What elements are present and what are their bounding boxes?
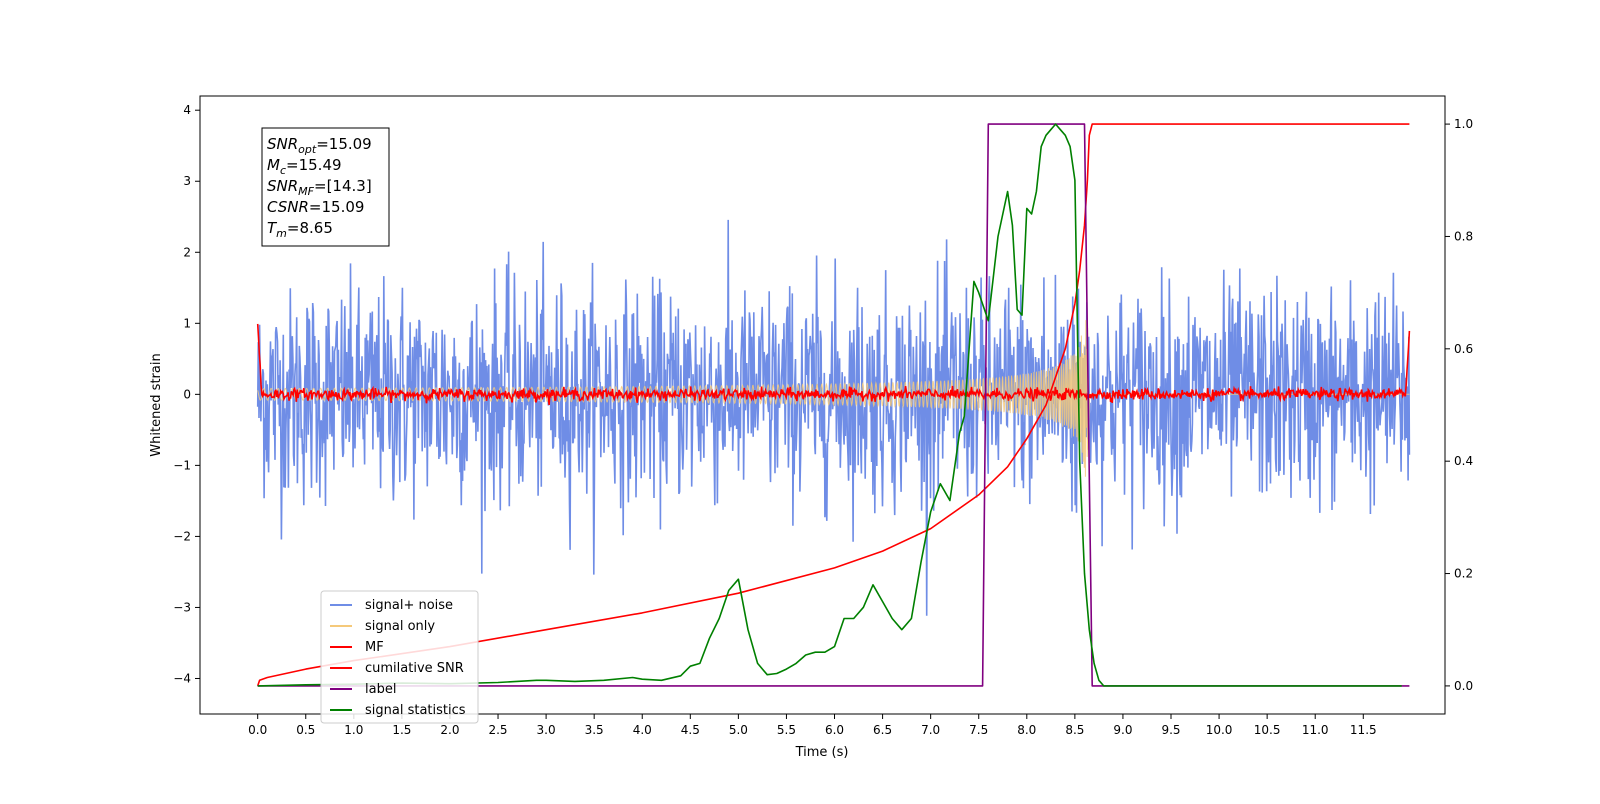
- y-tick-label: −4: [173, 671, 191, 685]
- y2-tick-label: 0.2: [1454, 567, 1473, 581]
- x-tick-label: 8.0: [1017, 723, 1036, 737]
- y-tick-label: 1: [183, 316, 191, 330]
- x-axis-label: Time (s): [795, 745, 849, 760]
- y2-tick-label: 0.0: [1454, 679, 1473, 693]
- y-axis-left: −4 −3 −2 −1 0 1 2 3 4: [173, 103, 200, 685]
- legend-item: signal+ noise: [330, 598, 453, 613]
- x-tick-label: 5.5: [777, 723, 796, 737]
- plot-frame: [199, 95, 1446, 715]
- x-axis: 0.0 0.5 1.0 1.5 2.0 2.5 3.0 3.5 4.0 4.5 5.0 5.5 6.0 6…: [248, 714, 1377, 737]
- x-tick-label: 1.5: [392, 723, 411, 737]
- x-tick-label: 2.5: [488, 723, 507, 737]
- y-tick-label: 2: [183, 245, 191, 259]
- annotation-line: CSNR=15.09: [267, 198, 364, 216]
- y-tick-label: 0: [183, 387, 191, 401]
- legend-item: signal statistics: [330, 703, 466, 718]
- legend-frame: [320, 590, 479, 724]
- x-tick-label: 11.0: [1302, 723, 1329, 737]
- x-tick-label: 8.5: [1065, 723, 1084, 737]
- y2-tick-label: 0.6: [1454, 342, 1473, 356]
- series-signal-plus-noise-line: [256, 219, 1411, 616]
- annotation-line: Tm=8.65: [267, 219, 333, 240]
- annotation-line: SNRopt=15.09: [267, 135, 372, 156]
- x-tick-label: 7.0: [921, 723, 940, 737]
- y-tick-label: −2: [173, 529, 191, 543]
- x-tick-label: 10.5: [1254, 723, 1281, 737]
- x-tick-label: 3.0: [537, 723, 556, 737]
- series-signal-statistics-line: [257, 123, 1402, 687]
- x-tick-label: 4.0: [633, 723, 652, 737]
- x-tick-label: 1.0: [344, 723, 363, 737]
- legend-label: signal statistics: [365, 703, 466, 718]
- annotation-line: SNRMF=[14.3]: [267, 177, 372, 198]
- annotation-frame: [261, 127, 390, 247]
- y-axis-label: Whitened strain: [149, 353, 164, 456]
- x-tick-label: 0.5: [296, 723, 315, 737]
- y-tick-label: −3: [173, 600, 191, 614]
- legend-label: cumilative SNR: [365, 661, 464, 676]
- y-axis-right: 0.0 0.2 0.4 0.6 0.8 1.0: [1445, 117, 1473, 693]
- annotation-box: SNRopt=15.09Mc=15.49SNRMF=[14.3]CSNR=15.…: [261, 127, 390, 247]
- y-tick-label: 3: [183, 174, 191, 188]
- x-tick-label: 2.0: [440, 723, 459, 737]
- legend-item: MF: [330, 640, 384, 655]
- y2-tick-label: 1.0: [1454, 117, 1473, 131]
- legend-item: signal only: [330, 619, 435, 634]
- legend-label: label: [365, 682, 396, 697]
- x-tick-label: 4.5: [681, 723, 700, 737]
- x-tick-label: 0.0: [248, 723, 267, 737]
- series-mf-line: [256, 323, 1411, 406]
- series-label-line: [257, 123, 1410, 687]
- legend-item: label: [330, 682, 396, 697]
- x-tick-label: 9.0: [1113, 723, 1132, 737]
- y2-tick-label: 0.4: [1454, 454, 1473, 468]
- x-tick-label: 10.0: [1206, 723, 1233, 737]
- legend: signal+ noise signal only MF cumilative SNR…: [320, 590, 479, 724]
- x-tick-label: 7.5: [969, 723, 988, 737]
- y-tick-label: −1: [173, 458, 191, 472]
- x-tick-label: 9.5: [1161, 723, 1180, 737]
- legend-label: MF: [365, 640, 384, 655]
- x-tick-label: 5.0: [729, 723, 748, 737]
- annotation-line: Mc=15.49: [267, 156, 342, 177]
- legend-label: signal only: [365, 619, 435, 634]
- x-tick-label: 6.0: [825, 723, 844, 737]
- y2-tick-label: 0.8: [1454, 229, 1473, 243]
- legend-label: signal+ noise: [365, 598, 453, 613]
- legend-item: cumilative SNR: [330, 661, 464, 676]
- x-tick-label: 3.5: [585, 723, 604, 737]
- x-tick-label: 6.5: [873, 723, 892, 737]
- x-tick-label: 11.5: [1350, 723, 1377, 737]
- y-tick-label: 4: [183, 103, 191, 117]
